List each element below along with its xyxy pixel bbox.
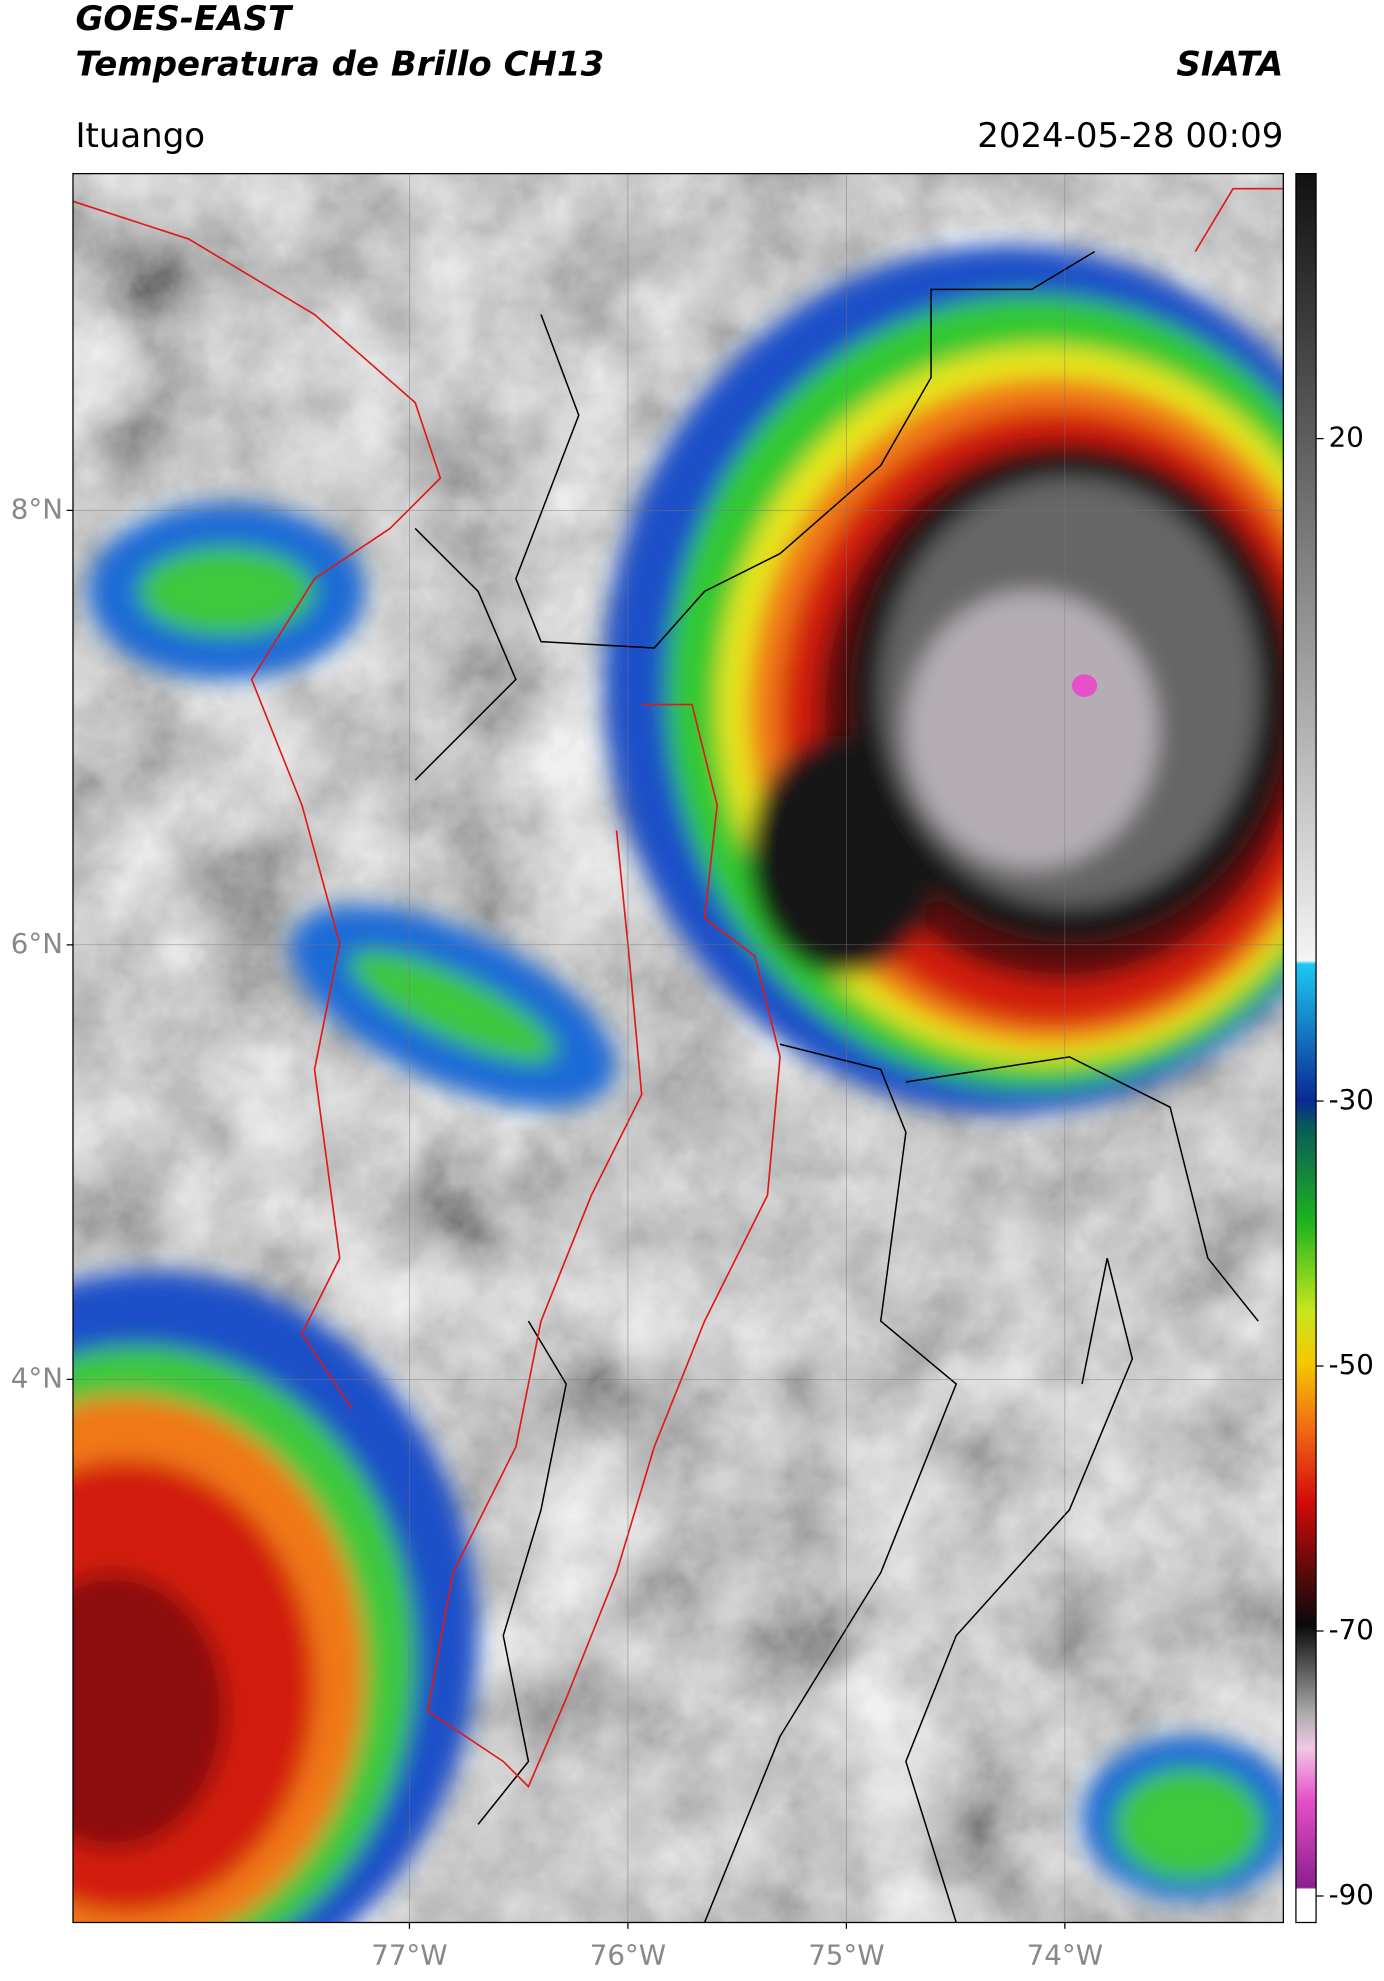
- lon-tick-label: 76°W: [590, 1938, 666, 1971]
- subtitle: Temperatura de Brillo CH13: [75, 44, 604, 84]
- lat-tick-label: 8°N: [11, 492, 63, 525]
- colorbar-tick-label: -30: [1329, 1083, 1374, 1116]
- map-frame: [72, 172, 1284, 1924]
- title: GOES-EAST: [75, 0, 293, 39]
- colorbar-tick-label: -50: [1329, 1348, 1374, 1381]
- location: Ituango: [75, 116, 205, 156]
- lat-tick-label: 4°N: [11, 1361, 63, 1394]
- grid: [72, 173, 1284, 1923]
- lon-tick-label: 75°W: [808, 1938, 884, 1971]
- lat-tick-label: 6°N: [11, 927, 63, 960]
- satellite-image: [72, 173, 1284, 1923]
- colorbar-tick-label: 20: [1329, 421, 1364, 454]
- colorbar-tick-label: -70: [1329, 1613, 1374, 1646]
- colorbar: [1295, 172, 1317, 1924]
- colorbar-tick-label: -90: [1329, 1878, 1374, 1911]
- brand: SIATA: [1176, 44, 1283, 84]
- datetime: 2024-05-28 00:09: [977, 116, 1283, 156]
- lon-tick-label: 74°W: [1027, 1938, 1103, 1971]
- lon-tick-label: 77°W: [371, 1938, 447, 1971]
